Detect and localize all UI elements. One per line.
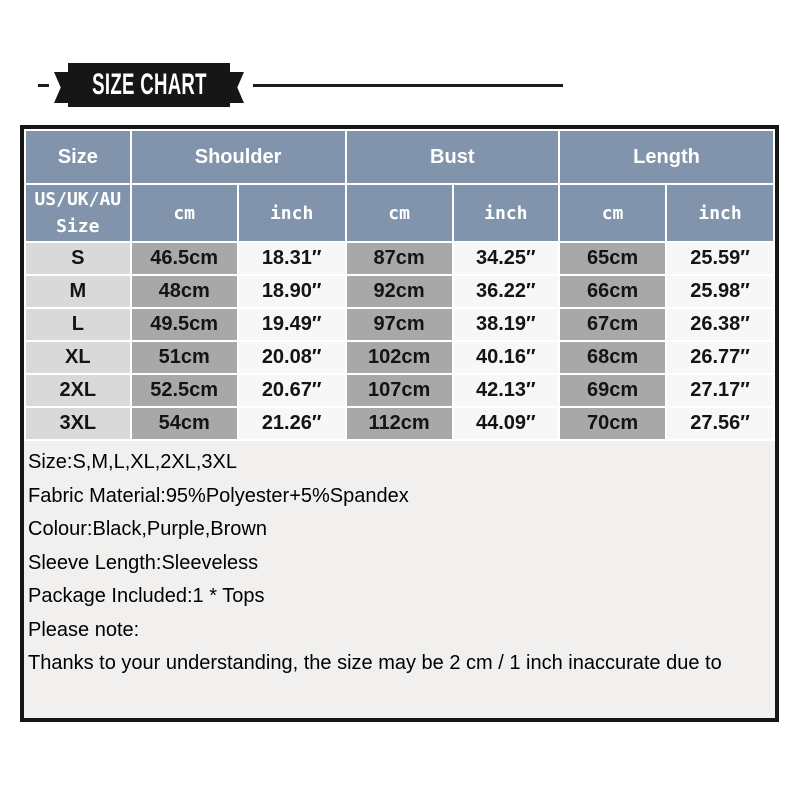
- cell-bust-cm: 87cm: [346, 243, 452, 274]
- size-chart-banner: SIZE CHART: [0, 0, 800, 125]
- cell-shoulder-inch: 18.31″: [238, 243, 345, 274]
- note-sleeve-length: Sleeve Length:Sleeveless: [28, 551, 259, 574]
- cell-shoulder-inch: 20.67″: [238, 375, 345, 406]
- cell-shoulder-cm: 49.5cm: [131, 309, 237, 340]
- cell-bust-inch: 42.13″: [453, 375, 558, 406]
- cell-length-cm: 65cm: [560, 243, 666, 274]
- table-header-units: US/UK/AU Size cm inch cm inch cm inch: [26, 185, 773, 241]
- cell-size: 3XL: [26, 408, 130, 439]
- note-disclaimer: Thanks to your understanding, the size m…: [28, 652, 722, 674]
- column-header-length: Length: [560, 131, 773, 183]
- cell-length-cm: 67cm: [560, 309, 666, 340]
- unit-header-length-cm: cm: [560, 185, 666, 241]
- table-row-m: M 48cm 18.90″ 92cm 36.22″ 66cm 25.98″: [26, 276, 773, 307]
- note-package-included: Package Included:1 * Tops: [28, 585, 265, 607]
- cell-length-inch: 25.98″: [667, 276, 773, 307]
- cell-length-cm: 69cm: [560, 375, 666, 406]
- ribbon-tail-left-icon: [54, 72, 70, 103]
- cell-bust-cm: 92cm: [346, 276, 452, 307]
- cell-length-inch: 27.17″: [667, 375, 773, 406]
- note-please-note: Please note:: [28, 618, 140, 641]
- cell-length-inch: 26.77″: [667, 342, 773, 373]
- unit-header-bust-cm: cm: [346, 185, 452, 241]
- cell-shoulder-cm: 46.5cm: [131, 243, 237, 274]
- table-row-2xl: 2XL 52.5cm 20.67″ 107cm 42.13″ 69cm 27.1…: [26, 375, 773, 406]
- cell-size: M: [26, 276, 130, 307]
- cell-length-cm: 68cm: [560, 342, 666, 373]
- page-title: SIZE CHART: [91, 68, 207, 101]
- ribbon-body: SIZE CHART: [68, 63, 230, 107]
- column-header-size: Size: [26, 131, 130, 183]
- size-chart-table: Size Shoulder Bust Length US/UK/AU Size …: [24, 129, 775, 441]
- column-header-bust: Bust: [346, 131, 558, 183]
- unit-header-shoulder-inch: inch: [238, 185, 345, 241]
- cell-length-cm: 70cm: [560, 408, 666, 439]
- unit-header-length-inch: inch: [667, 185, 773, 241]
- table-row-xl: XL 51cm 20.08″ 102cm 40.16″ 68cm 26.77″: [26, 342, 773, 373]
- cell-shoulder-inch: 20.08″: [238, 342, 345, 373]
- cell-size: XL: [26, 342, 130, 373]
- banner-right-rule: [253, 84, 563, 87]
- ribbon-badge: SIZE CHART: [54, 63, 244, 107]
- cell-bust-cm: 107cm: [346, 375, 452, 406]
- cell-shoulder-cm: 54cm: [131, 408, 237, 439]
- banner-left-dash: [38, 84, 49, 87]
- unit-header-shoulder-cm: cm: [131, 185, 237, 241]
- cell-bust-inch: 44.09″: [453, 408, 558, 439]
- cell-bust-cm: 112cm: [346, 408, 452, 439]
- cell-length-inch: 25.59″: [667, 243, 773, 274]
- table-row-s: S 46.5cm 18.31″ 87cm 34.25″ 65cm 25.59″: [26, 243, 773, 274]
- cell-bust-cm: 97cm: [346, 309, 452, 340]
- cell-bust-inch: 38.19″: [453, 309, 558, 340]
- table-header-groups: Size Shoulder Bust Length: [26, 131, 773, 183]
- cell-shoulder-inch: 19.49″: [238, 309, 345, 340]
- cell-length-cm: 66cm: [560, 276, 666, 307]
- ribbon-tail-right-icon: [228, 72, 244, 103]
- column-header-us-uk-au-size: US/UK/AU Size: [26, 185, 130, 241]
- note-size-options: Size:S,M,L,XL,2XL,3XL: [28, 451, 238, 473]
- cell-bust-cm: 102cm: [346, 342, 452, 373]
- product-notes: Size:S,M,L,XL,2XL,3XL Fabric Material:95…: [24, 441, 775, 681]
- cell-length-inch: 26.38″: [667, 309, 773, 340]
- table-row-3xl: 3XL 54cm 21.26″ 112cm 44.09″ 70cm 27.56″: [26, 408, 773, 439]
- cell-shoulder-cm: 51cm: [131, 342, 237, 373]
- cell-shoulder-inch: 18.90″: [238, 276, 345, 307]
- cell-shoulder-cm: 48cm: [131, 276, 237, 307]
- cell-bust-inch: 36.22″: [453, 276, 558, 307]
- note-colour: Colour:Black,Purple,Brown: [28, 518, 267, 540]
- cell-length-inch: 27.56″: [667, 408, 773, 439]
- note-fabric-material: Fabric Material:95%Polyester+5%Spandex: [28, 484, 409, 507]
- column-header-shoulder: Shoulder: [131, 131, 345, 183]
- size-chart-panel: Size Shoulder Bust Length US/UK/AU Size …: [20, 125, 779, 722]
- cell-size: L: [26, 309, 130, 340]
- cell-size: 2XL: [26, 375, 130, 406]
- cell-size: S: [26, 243, 130, 274]
- cell-shoulder-cm: 52.5cm: [131, 375, 237, 406]
- cell-bust-inch: 34.25″: [453, 243, 558, 274]
- cell-bust-inch: 40.16″: [453, 342, 558, 373]
- unit-header-bust-inch: inch: [453, 185, 558, 241]
- table-row-l: L 49.5cm 19.49″ 97cm 38.19″ 67cm 26.38″: [26, 309, 773, 340]
- cell-shoulder-inch: 21.26″: [238, 408, 345, 439]
